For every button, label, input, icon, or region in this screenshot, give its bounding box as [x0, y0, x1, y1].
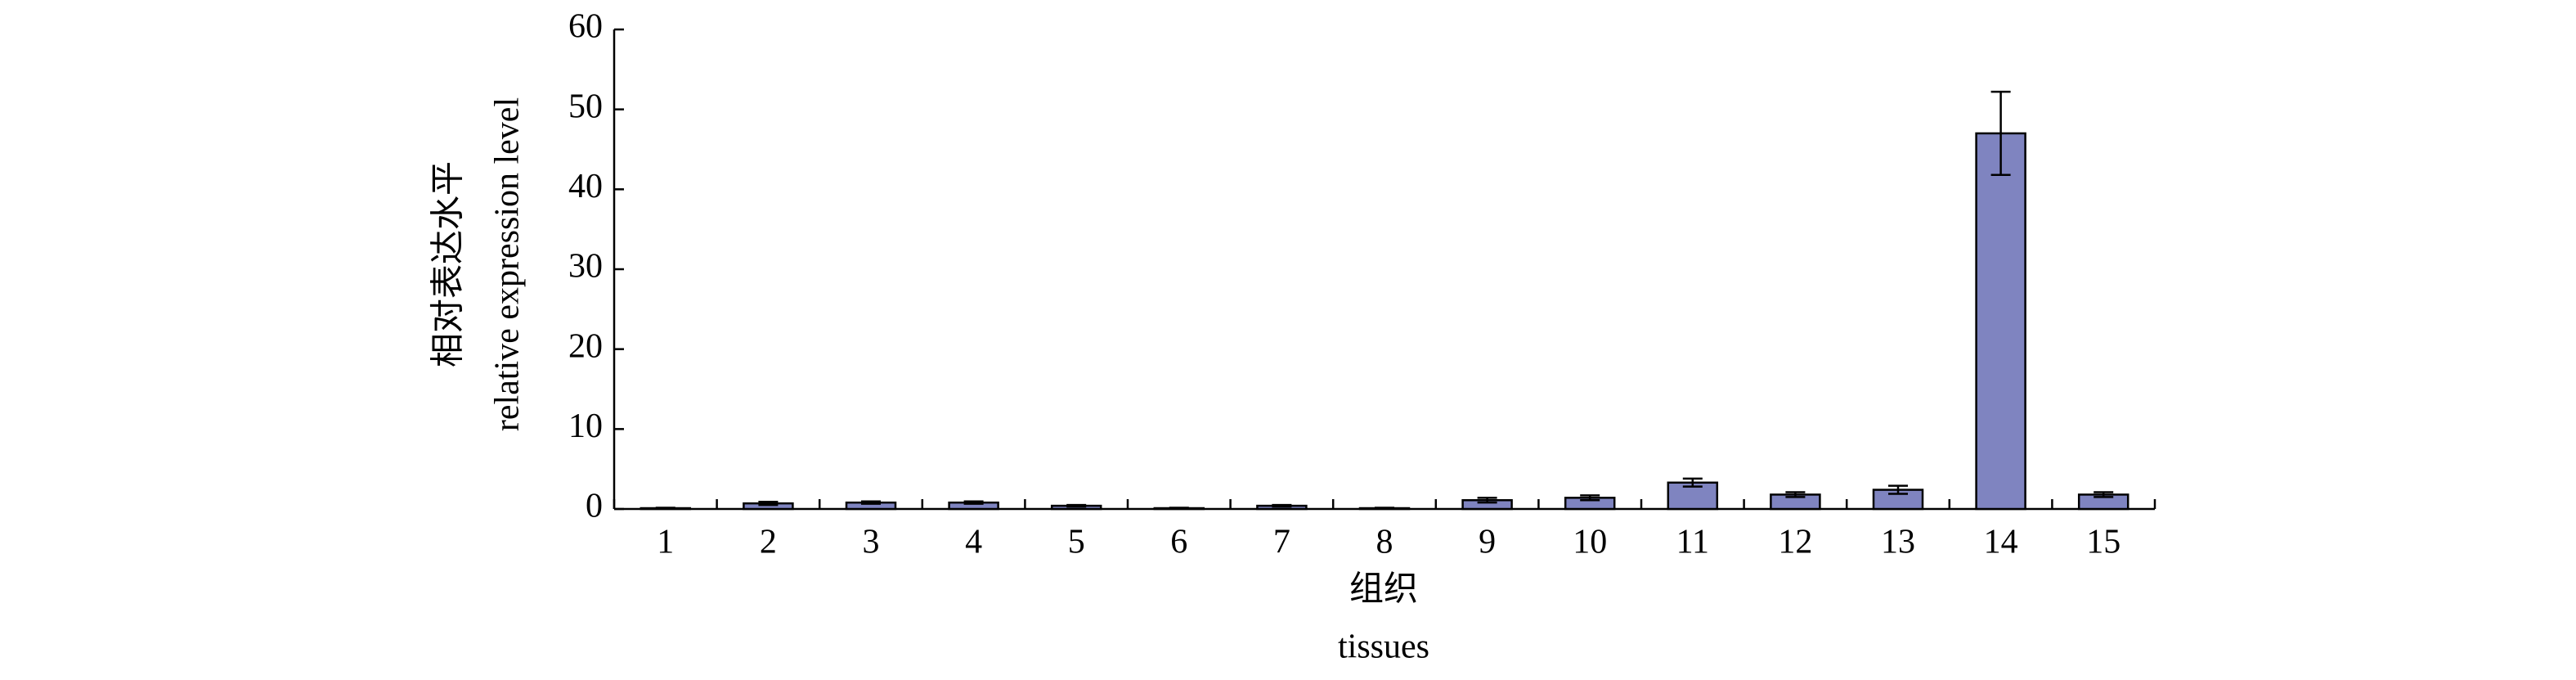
- error-bar: [1785, 491, 1806, 498]
- x-tick-label: 11: [1676, 524, 1709, 561]
- x-tick-label: 7: [1273, 524, 1290, 561]
- bar: [1975, 132, 2026, 511]
- x-axis-label: tissues: [1338, 628, 1429, 666]
- y-tick-label: 30: [568, 248, 603, 286]
- error-bar: [758, 500, 779, 507]
- x-tick-label: 2: [760, 524, 777, 561]
- x-tick-label: 13: [1881, 524, 1915, 561]
- error-bar: [655, 507, 675, 510]
- y-tick-label: 0: [586, 488, 603, 525]
- x-axis-label: 组织: [1349, 571, 1418, 609]
- error-bar: [2094, 491, 2114, 498]
- error-bar: [861, 500, 881, 505]
- x-tick-label: 10: [1573, 524, 1607, 561]
- y-tick-label: 10: [568, 408, 603, 445]
- error-bar: [1066, 503, 1087, 508]
- x-tick-label: 4: [965, 524, 982, 561]
- x-tick-label: 8: [1376, 524, 1393, 561]
- error-bar: [1990, 90, 2011, 177]
- y-tick-label: 40: [568, 168, 603, 205]
- y-axis-label: relative expression level: [489, 97, 527, 431]
- error-bar: [963, 500, 984, 505]
- error-bar: [1169, 507, 1189, 510]
- x-tick-label: 15: [2086, 524, 2120, 561]
- y-tick-label: 60: [568, 8, 603, 46]
- error-bar: [1682, 477, 1703, 488]
- error-bar: [1477, 497, 1497, 504]
- y-axis-label: 相对表达水平: [430, 161, 468, 367]
- x-tick-label: 9: [1479, 524, 1496, 561]
- x-tick-label: 1: [657, 524, 674, 561]
- x-tick-label: 3: [863, 524, 880, 561]
- x-tick-label: 12: [1778, 524, 1812, 561]
- error-bar: [1375, 507, 1394, 510]
- x-tick-label: 14: [1984, 524, 2018, 561]
- error-bar: [1888, 484, 1908, 495]
- x-tick-label: 5: [1068, 524, 1085, 561]
- error-bar: [1272, 503, 1292, 508]
- error-bar: [1580, 494, 1600, 502]
- y-tick-label: 50: [568, 88, 603, 125]
- y-tick-label: 20: [568, 327, 603, 365]
- x-tick-label: 6: [1170, 524, 1187, 561]
